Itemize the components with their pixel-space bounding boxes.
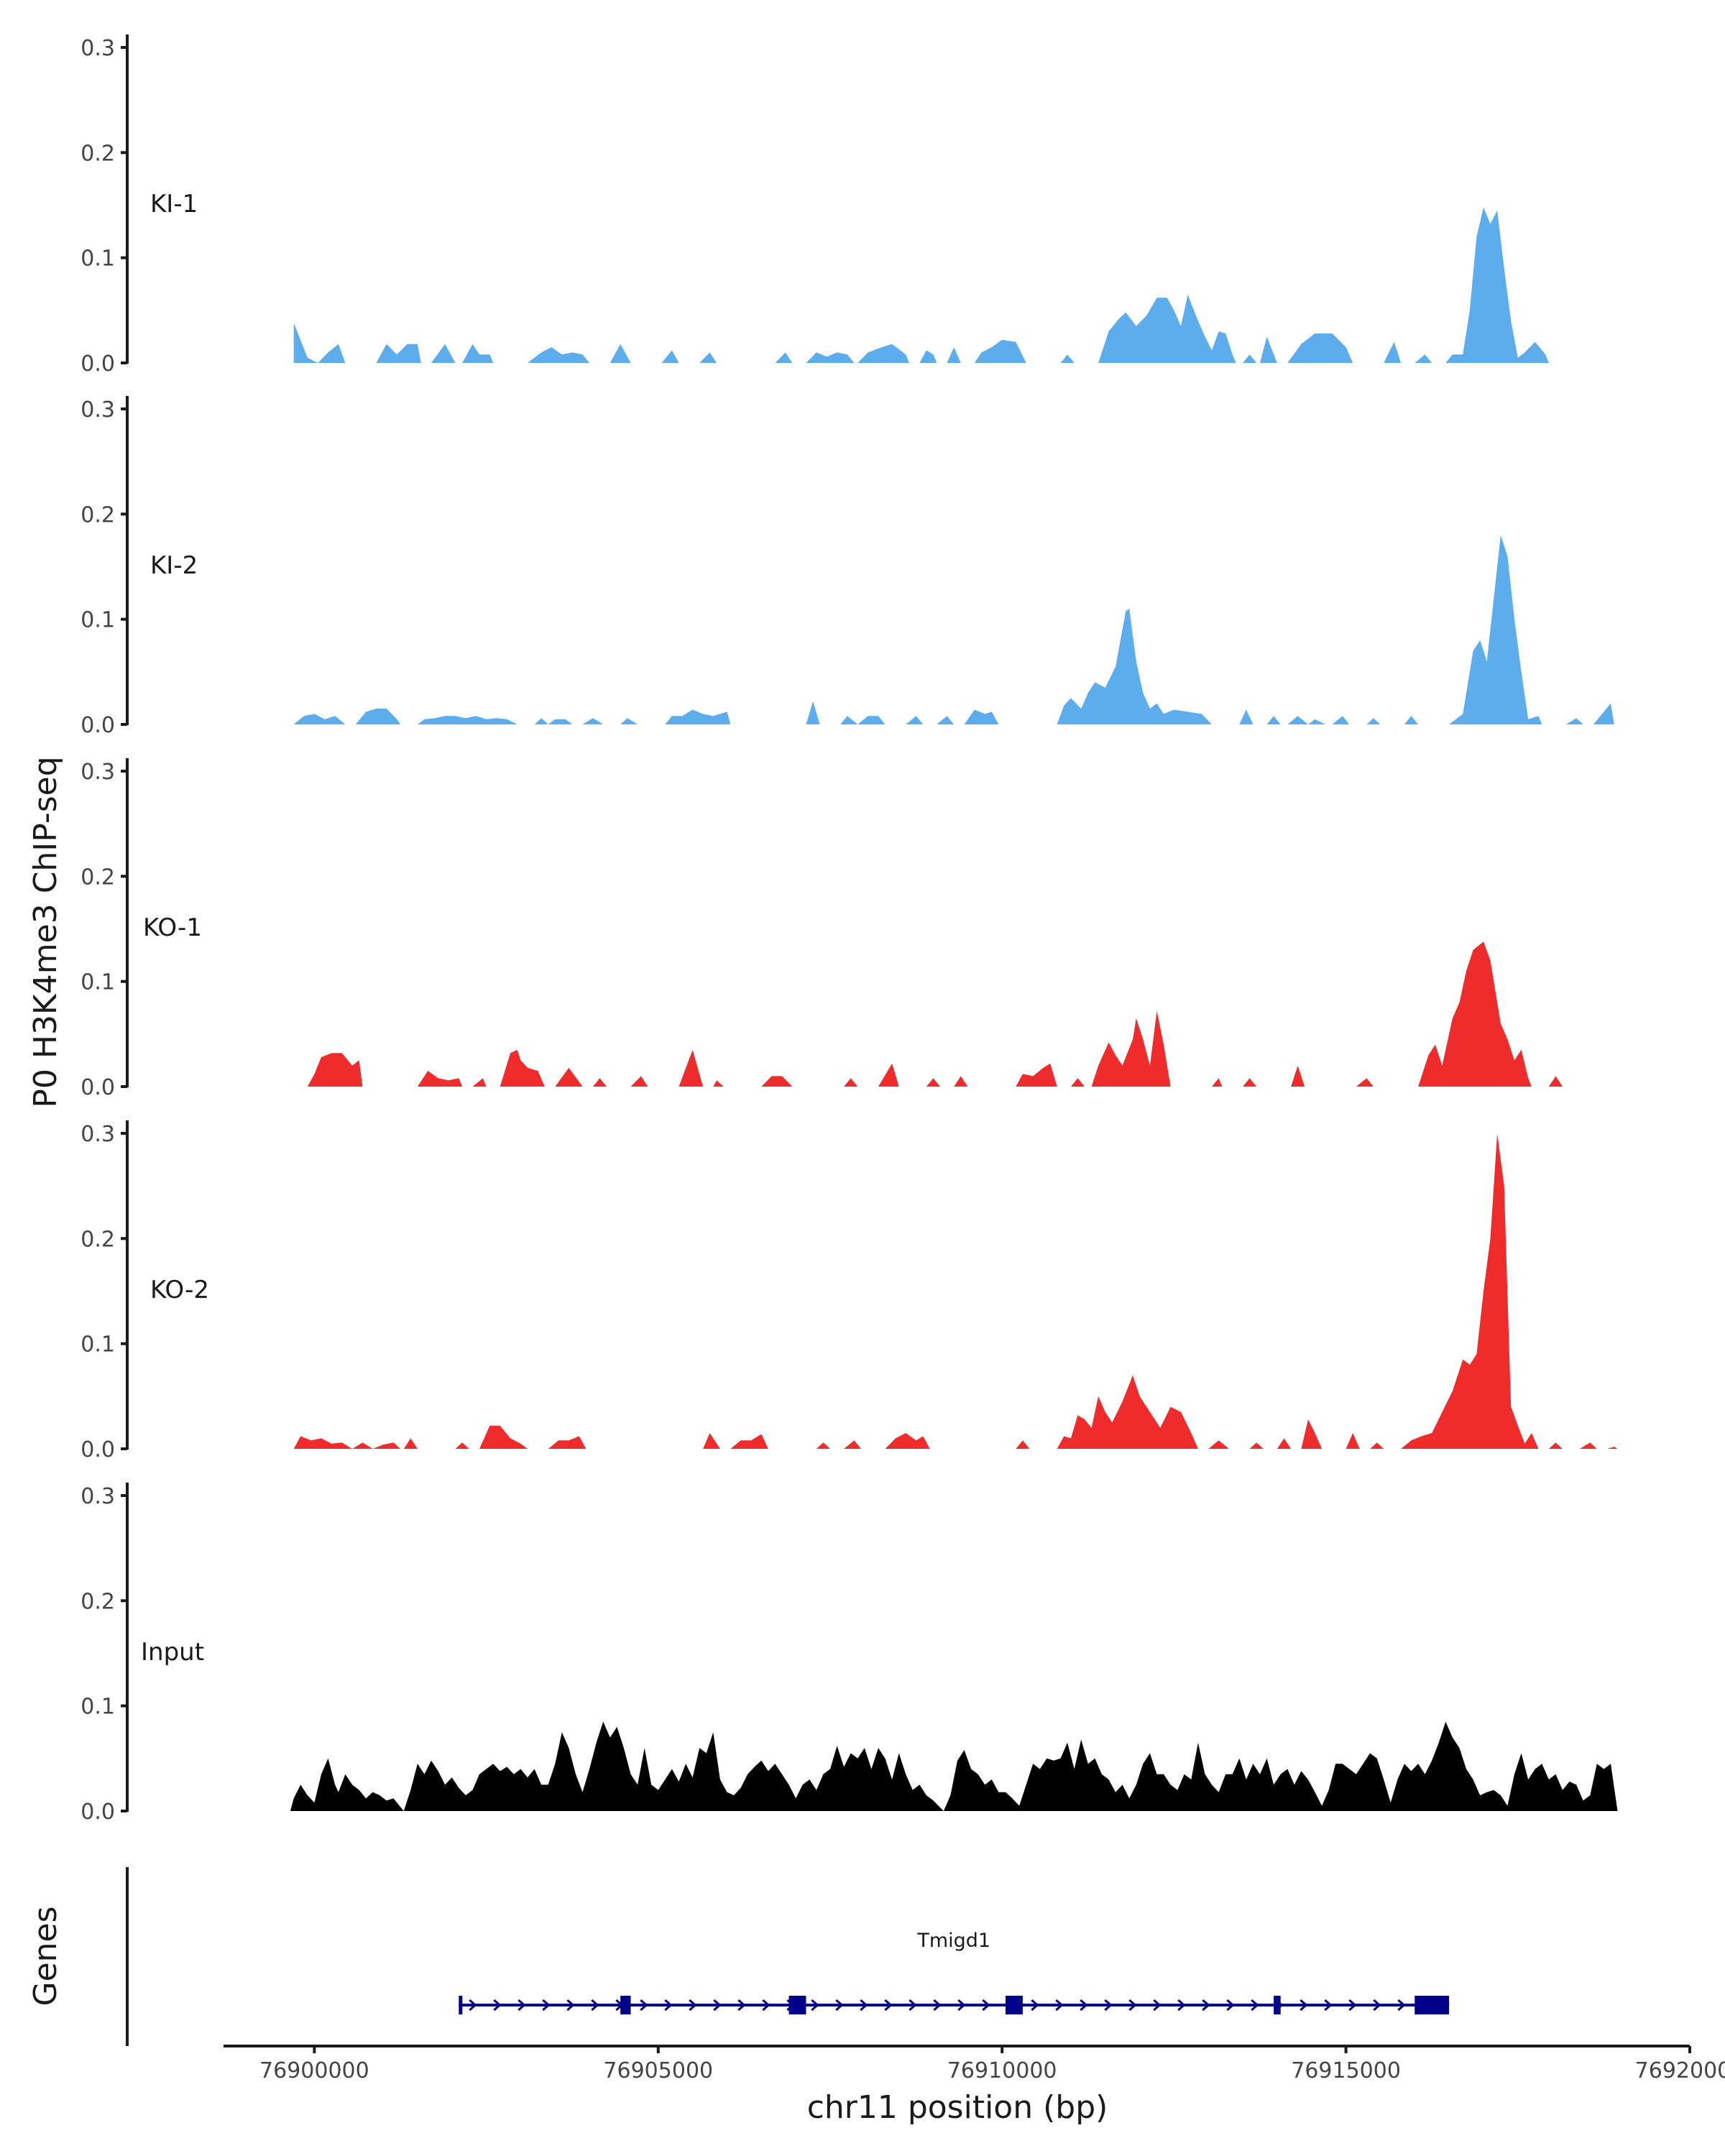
strand-arrow [835,1999,844,2012]
strand-arrow [884,1999,893,2012]
x-tick-label: 76905000 [603,2058,713,2083]
strand-arrow [1080,1999,1088,2012]
y-tick-label: 0.2 [80,865,115,890]
gene-exon [620,1996,631,2014]
x-tick-label: 76910000 [947,2058,1057,2083]
strand-arrow [640,1999,648,2012]
track-label: KI-1 [150,190,198,218]
tracks-group: 0.00.10.20.3KI-10.00.10.20.3KI-20.00.10.… [80,34,1618,1825]
strand-arrow [737,1999,746,2012]
strand-arrow [1128,1999,1137,2012]
y-tick-label: 0.3 [80,36,115,61]
track-label: KI-2 [150,551,198,580]
gene-panel: Genes Tmigd1 [27,1867,1450,2046]
y-tick-label: 0.0 [80,351,115,377]
track-label: Input [141,1638,204,1667]
strand-arrow [1031,1999,1039,2012]
strand-arrow [518,1999,526,2012]
strand-arrow [762,1999,770,2012]
y-tick-label: 0.1 [80,247,115,272]
gene-exon [459,1996,463,2014]
strand-arrow [1226,1999,1235,2012]
strand-arrow [982,1999,990,2012]
strand-arrow [542,1999,551,2012]
track-ko-1-signal-area [307,941,1563,1087]
strand-arrow [1055,1999,1064,2012]
y-tick-label: 0.1 [80,1695,115,1720]
strand-arrow [957,1999,966,2012]
gene-exon [788,1996,806,2014]
x-axis-ticks: 76900000 76905000 76910000 76915000 76920000 [259,2046,1725,2083]
y-axis-title: P0 H3K4me3 ChIP-seq [27,756,64,1107]
y-tick-label: 0.0 [80,1437,115,1462]
y-tick-label: 0.1 [80,608,115,633]
y-tick-label: 0.1 [80,1332,115,1358]
x-tick-label: 76920000 [1635,2058,1725,2083]
track-ko-1: 0.0 0.1 0.2 0.3 KO-1 [80,758,1563,1100]
gene-exon [1414,1996,1450,2014]
x-axis: 76900000 76905000 76910000 76915000 76920000… [224,2045,1725,2126]
gene-models: Tmigd1 [459,1930,1450,2014]
strand-arrow [1373,1999,1381,2012]
strand-arrow [713,1999,722,2012]
track-ki-2-signal-area [293,535,1614,724]
strand-arrow [664,1999,673,2012]
strand-arrow [1324,1999,1333,2012]
y-tick-label: 0.3 [80,1484,115,1509]
x-tick-label: 76900000 [259,2058,369,2083]
track-ki-1: 0.0 0.1 0.2 0.3 KI-1 [80,34,1549,377]
x-axis-title: chr11 position (bp) [807,2089,1108,2126]
y-tick-label: 0.0 [80,713,115,738]
y-tick-label: 0.2 [80,141,115,166]
y-tick-label: 0.2 [80,1589,115,1614]
track-label: KO-2 [150,1276,209,1304]
track-label: KO-1 [143,913,202,942]
strand-arrow [1153,1999,1162,2012]
strand-arrow [566,1999,575,2012]
strand-arrow [1397,1999,1406,2012]
track-input: 0.0 0.1 0.2 0.3 Input [80,1483,1618,1825]
strand-arrow [1104,1999,1113,2012]
gene-tmigd1: Tmigd1 [459,1930,1450,2014]
genes-panel-title: Genes [27,1906,64,2006]
gene-exon [1005,1996,1023,2014]
strand-arrow [860,1999,868,2012]
strand-arrow [1300,1999,1308,2012]
track-ko-2-signal-area [293,1133,1618,1449]
gene-name-label: Tmigd1 [916,1930,990,1952]
strand-arrow [1177,1999,1186,2012]
strand-arrow [689,1999,697,2012]
strand-arrow [1202,1999,1210,2012]
track-input-signal-area [290,1721,1618,1811]
y-tick-label: 0.3 [80,397,115,423]
gene-exon [1274,1996,1281,2014]
strand-arrow [933,1999,942,2012]
y-tick-label: 0.2 [80,1227,115,1252]
strand-arrow [811,1999,819,2012]
strand-arrow [493,1999,502,2012]
y-tick-label: 0.0 [80,1800,115,1825]
y-tick-label: 0.1 [80,970,115,995]
track-ki-1-signal-area [293,207,1549,363]
strand-arrow [1348,1999,1357,2012]
x-tick-label: 76915000 [1291,2058,1401,2083]
strand-arrow [469,1999,477,2012]
y-tick-label: 0.2 [80,502,115,528]
y-tick-label: 0.3 [80,760,115,785]
strand-arrow [591,1999,599,2012]
track-ko-2: 0.0 0.1 0.2 0.3 KO-2 [80,1120,1618,1462]
strand-arrow [1251,1999,1259,2012]
track-ki-2: 0.0 0.1 0.2 0.3 KI-2 [80,396,1614,738]
y-tick-label: 0.3 [80,1122,115,1147]
y-tick-label: 0.0 [80,1075,115,1100]
strand-arrow [908,1999,917,2012]
